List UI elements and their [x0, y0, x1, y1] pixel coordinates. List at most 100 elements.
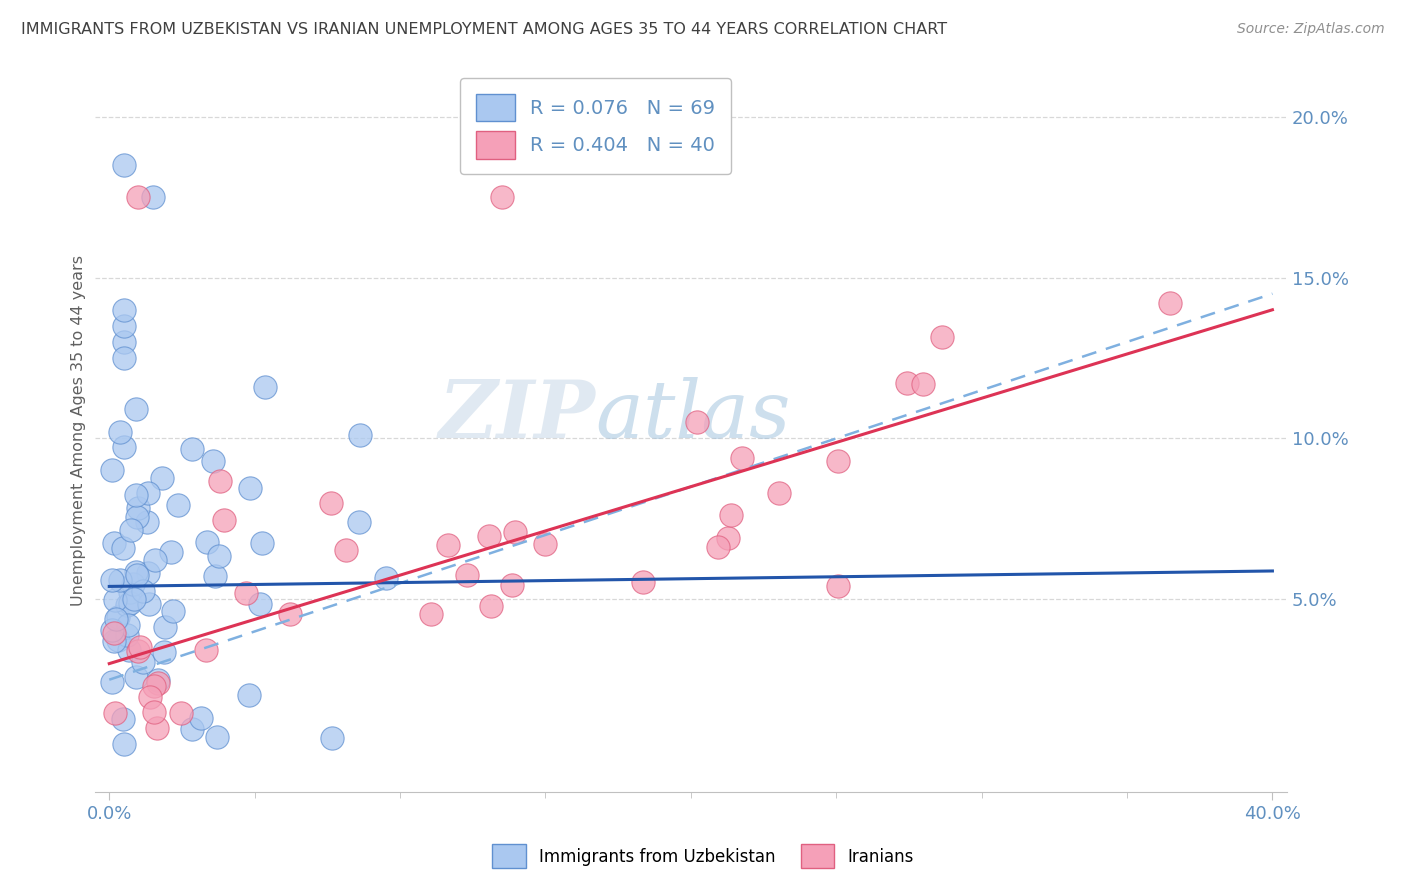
- Point: [132, 584, 155, 599]
- Point: [491, 190, 513, 204]
- Legend: R = 0.076   N = 69, R = 0.404   N = 40: R = 0.076 N = 69, R = 0.404 N = 40: [460, 78, 731, 174]
- Point: [108, 573, 131, 587]
- Point: [101, 463, 124, 477]
- Point: [120, 596, 142, 610]
- Point: [686, 416, 709, 430]
- Text: ZIP: ZIP: [439, 377, 596, 455]
- Point: [720, 508, 742, 523]
- Point: [768, 485, 790, 500]
- Point: [117, 628, 139, 642]
- Point: [153, 644, 176, 658]
- Point: [181, 723, 204, 737]
- Point: [117, 618, 139, 632]
- Point: [195, 535, 218, 549]
- Point: [136, 485, 159, 500]
- Point: [250, 536, 273, 550]
- Point: [104, 706, 127, 721]
- Point: [254, 380, 277, 394]
- Text: Source: ZipAtlas.com: Source: ZipAtlas.com: [1237, 22, 1385, 37]
- Point: [238, 688, 260, 702]
- Point: [107, 632, 129, 647]
- Point: [146, 673, 169, 687]
- Point: [195, 642, 218, 657]
- Point: [124, 591, 146, 606]
- Point: [204, 569, 226, 583]
- Point: [125, 510, 148, 524]
- Point: [124, 670, 146, 684]
- Point: [125, 488, 148, 502]
- Point: [717, 531, 740, 545]
- Point: [335, 543, 357, 558]
- Text: IMMIGRANTS FROM UZBEKISTAN VS IRANIAN UNEMPLOYMENT AMONG AGES 35 TO 44 YEARS COR: IMMIGRANTS FROM UZBEKISTAN VS IRANIAN UN…: [21, 22, 948, 37]
- Point: [190, 711, 212, 725]
- Point: [136, 566, 159, 581]
- Point: [478, 529, 501, 543]
- Point: [162, 604, 184, 618]
- Point: [132, 655, 155, 669]
- Point: [112, 318, 135, 333]
- Point: [321, 731, 343, 745]
- Point: [170, 706, 193, 721]
- Point: [127, 190, 149, 204]
- Point: [107, 610, 129, 624]
- Point: [1159, 296, 1181, 310]
- Legend: Immigrants from Uzbekistan, Iranians: Immigrants from Uzbekistan, Iranians: [485, 838, 921, 875]
- Point: [143, 706, 166, 720]
- Point: [125, 567, 148, 582]
- Point: [212, 512, 235, 526]
- Point: [896, 376, 918, 391]
- Point: [122, 577, 145, 591]
- Y-axis label: Unemployment Among Ages 35 to 44 years: Unemployment Among Ages 35 to 44 years: [72, 255, 86, 606]
- Point: [239, 481, 262, 495]
- Text: atlas: atlas: [596, 377, 790, 455]
- Point: [143, 553, 166, 567]
- Point: [319, 496, 342, 510]
- Point: [128, 640, 150, 655]
- Point: [136, 516, 159, 530]
- Point: [479, 599, 502, 614]
- Point: [120, 584, 142, 599]
- Point: [827, 579, 849, 593]
- Point: [127, 644, 149, 658]
- Point: [707, 540, 730, 554]
- Point: [117, 643, 139, 657]
- Point: [103, 626, 125, 640]
- Point: [111, 712, 134, 726]
- Point: [347, 515, 370, 529]
- Point: [160, 545, 183, 559]
- Point: [148, 676, 170, 690]
- Point: [208, 475, 231, 489]
- Point: [456, 567, 478, 582]
- Point: [153, 619, 176, 633]
- Point: [120, 524, 142, 538]
- Point: [419, 607, 441, 622]
- Point: [142, 190, 165, 204]
- Point: [108, 425, 131, 440]
- Point: [142, 679, 165, 693]
- Point: [138, 690, 160, 704]
- Point: [437, 538, 460, 552]
- Point: [111, 541, 134, 556]
- Point: [278, 607, 301, 621]
- Point: [731, 450, 754, 465]
- Point: [101, 623, 124, 637]
- Point: [181, 442, 204, 457]
- Point: [125, 565, 148, 579]
- Point: [112, 737, 135, 751]
- Point: [167, 499, 190, 513]
- Point: [931, 329, 953, 343]
- Point: [912, 376, 935, 391]
- Point: [208, 549, 231, 563]
- Point: [101, 574, 124, 588]
- Point: [202, 454, 225, 468]
- Point: [633, 575, 655, 590]
- Point: [103, 536, 125, 550]
- Point: [112, 158, 135, 172]
- Point: [104, 593, 127, 607]
- Point: [349, 428, 371, 442]
- Point: [146, 721, 169, 735]
- Point: [101, 674, 124, 689]
- Point: [124, 402, 146, 417]
- Point: [205, 730, 228, 744]
- Point: [127, 500, 149, 515]
